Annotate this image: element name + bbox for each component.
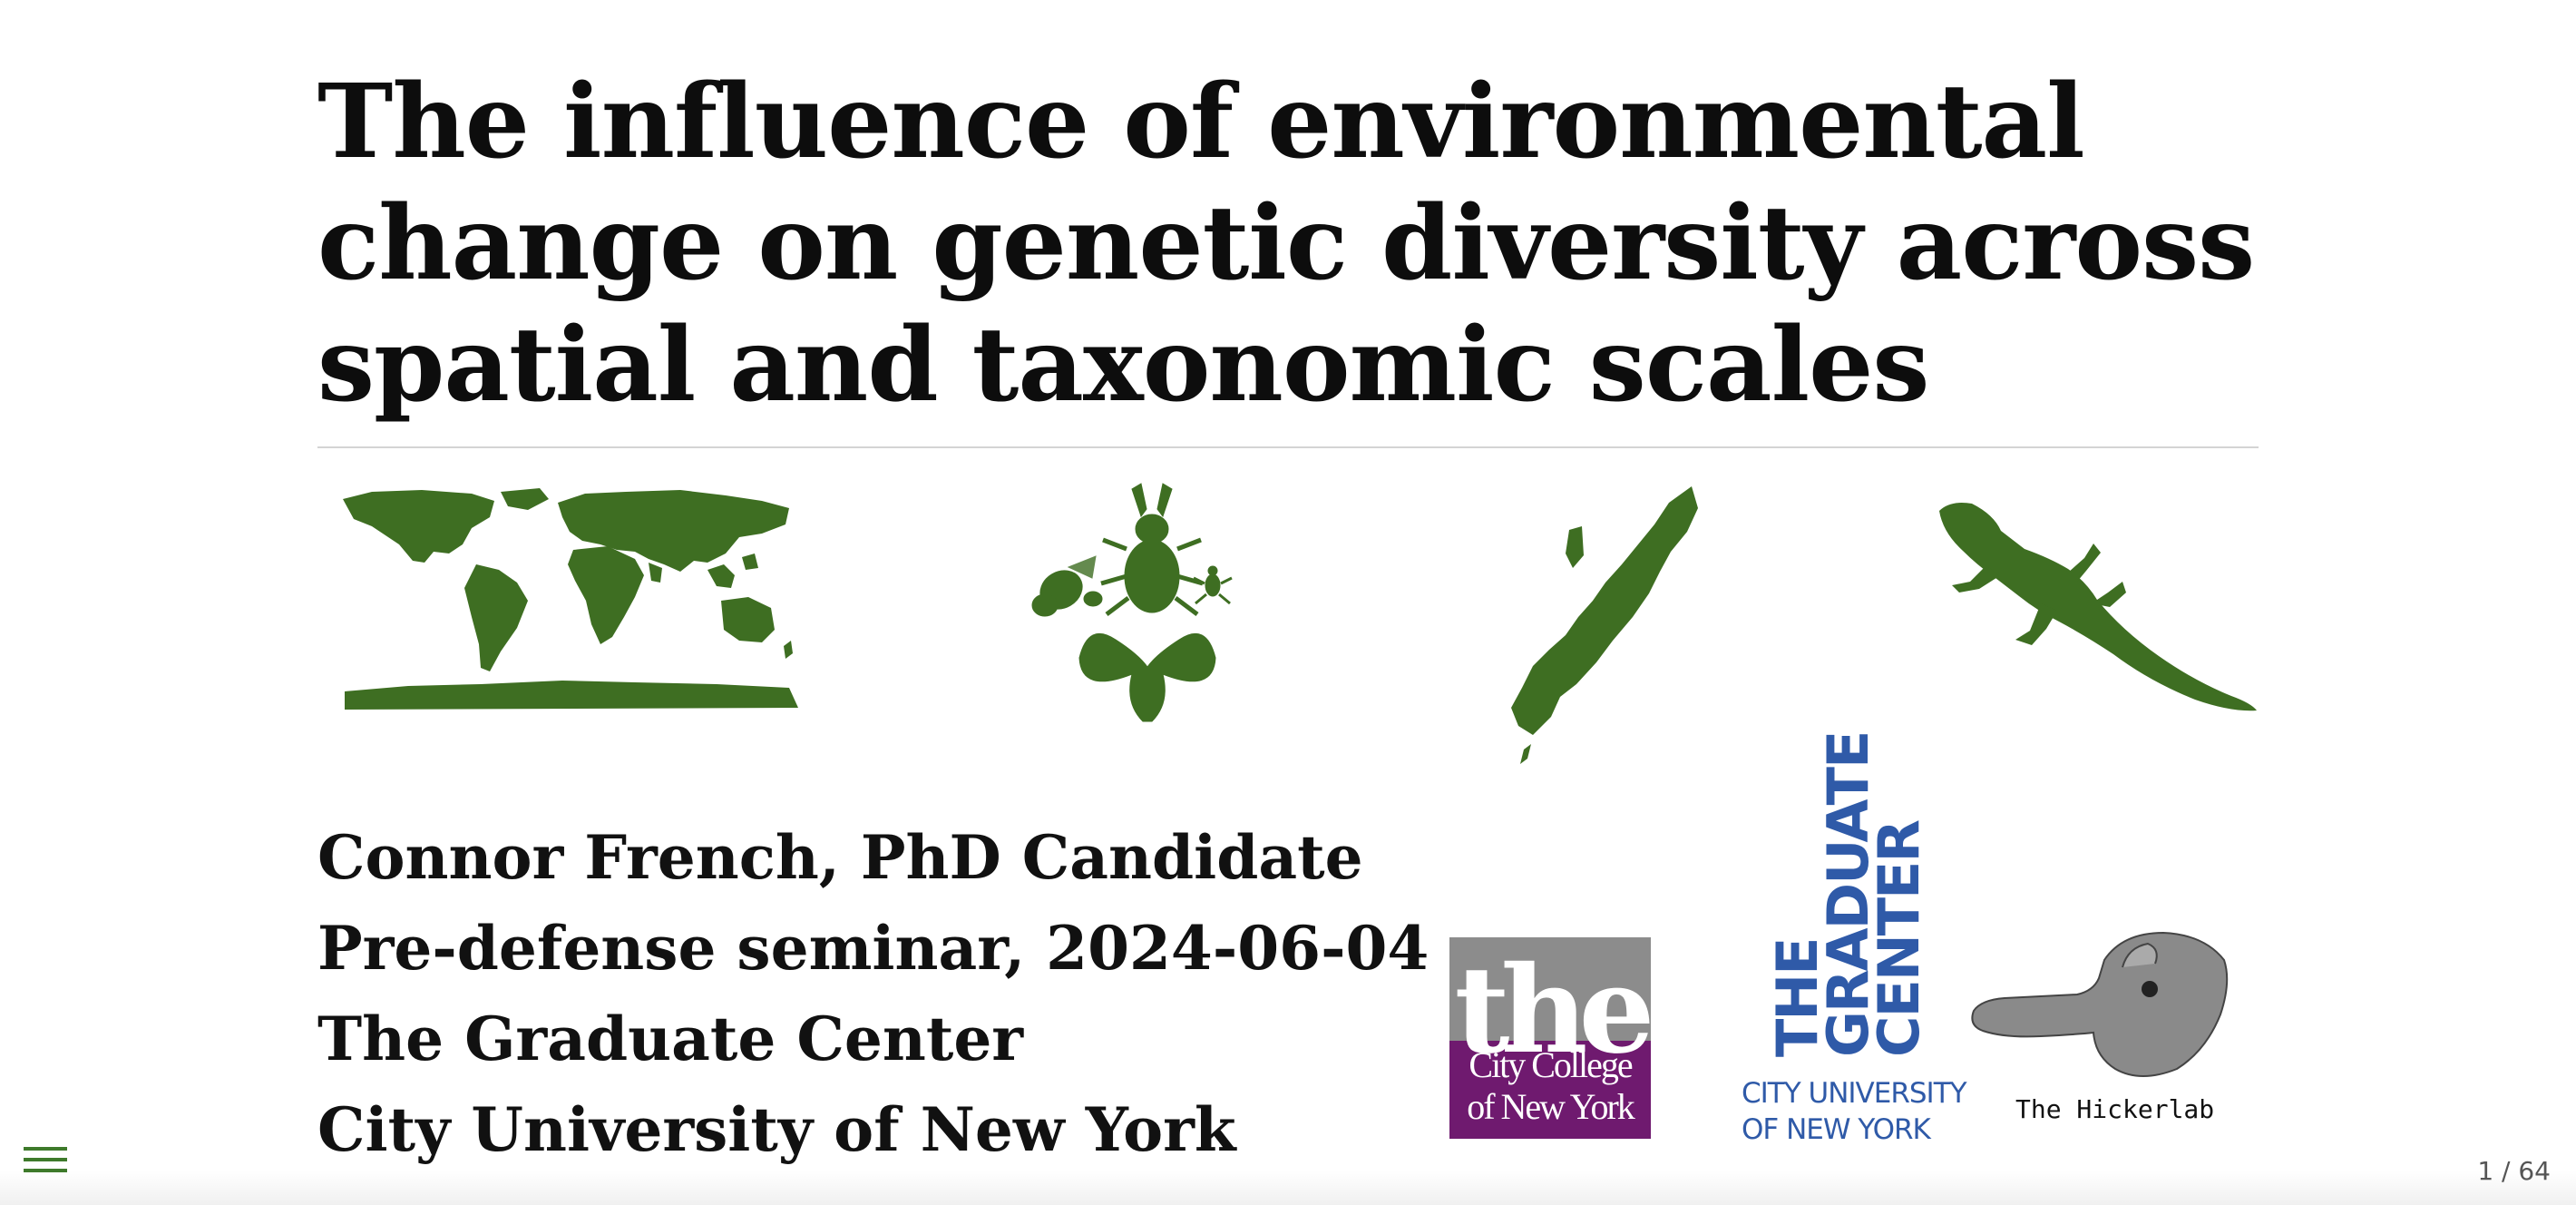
bottom-bar [0, 1171, 2576, 1205]
graduate-center-logo: THE GRADUATE CENTER CITY UNIVERSITY OF N… [1742, 732, 1967, 1148]
ccny-logo-name: City College of New York [1467, 1044, 1635, 1127]
ccny-logo-the: the [1454, 940, 1655, 1081]
world-map-icon [343, 488, 798, 710]
menu-icon [22, 1147, 69, 1172]
insects-icon [1031, 483, 1233, 722]
slide-title: The influence of environmental change on… [317, 63, 2255, 425]
university: City University of New York [317, 1094, 1236, 1165]
duck-rabbit-icon [1971, 931, 2229, 1077]
author-info: Connor French, PhD Candidate Pre-defense… [317, 812, 1429, 1175]
ccny-logo: the City College of New York [1449, 937, 1655, 1139]
graduate-center-wordmark: THE GRADUATE CENTER [1764, 731, 1932, 1057]
atlantic-forest-map-icon [1511, 486, 1698, 764]
graduate-center-subtitle: CITY UNIVERSITY OF NEW YORK [1742, 1077, 1967, 1146]
lizard-icon [1939, 503, 2257, 711]
slide-counter: 1 / 64 [2477, 1156, 2551, 1186]
title-divider [317, 446, 2259, 448]
author-name: Connor French, PhD Candidate [317, 822, 1363, 893]
hickerlab-label: The Hickerlab [2015, 1094, 2215, 1124]
event-date: Pre-defense seminar, 2024-06-04 [317, 913, 1429, 984]
menu-button[interactable] [22, 1141, 69, 1189]
institution: The Graduate Center [317, 1004, 1024, 1074]
hickerlab-logo: The Hickerlab [1968, 924, 2231, 1132]
